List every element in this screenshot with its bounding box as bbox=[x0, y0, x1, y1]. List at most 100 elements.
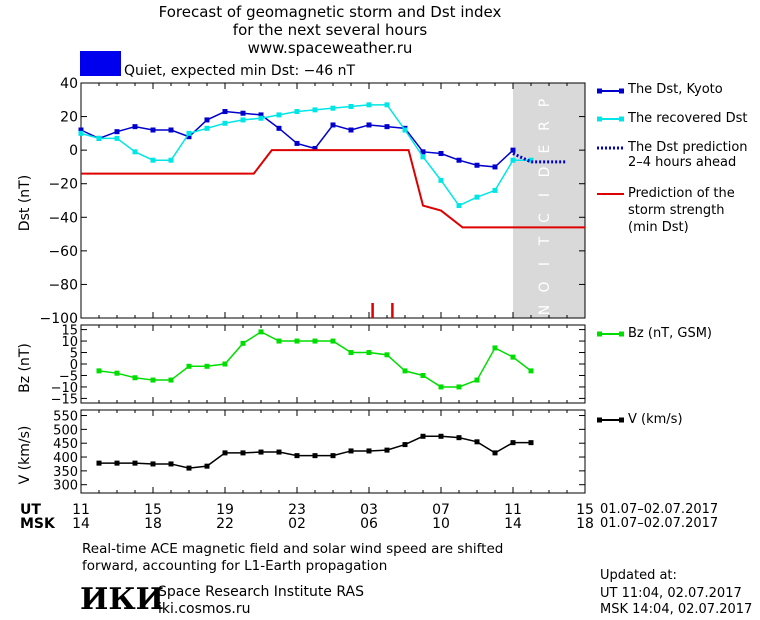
chart-title-line1: Forecast of geomagnetic storm and Dst in… bbox=[158, 3, 502, 21]
series-line bbox=[80, 110, 514, 168]
data-point bbox=[348, 104, 354, 109]
legend-marker bbox=[619, 88, 624, 94]
prediction-letter: N bbox=[537, 305, 553, 315]
institute-site[interactable]: iki.cosmos.ru bbox=[158, 601, 251, 617]
prediction-letter: I bbox=[537, 193, 553, 197]
data-point bbox=[420, 149, 426, 155]
data-point bbox=[528, 157, 534, 163]
data-point bbox=[420, 372, 426, 378]
ut-tick-label: 15 bbox=[144, 502, 162, 518]
msk-tick-label: 14 bbox=[504, 516, 522, 532]
msk-tick-label: 18 bbox=[144, 516, 162, 532]
data-point bbox=[438, 384, 444, 390]
updated-label: Updated at: bbox=[600, 568, 677, 583]
y-tick-label: 10 bbox=[61, 335, 78, 350]
data-point bbox=[204, 117, 210, 123]
y-tick-label: −40 bbox=[48, 210, 78, 226]
v-axis-label: V (km/s) bbox=[17, 425, 33, 485]
data-point bbox=[366, 350, 372, 356]
data-point bbox=[132, 460, 138, 466]
data-point bbox=[240, 117, 246, 123]
data-point bbox=[456, 203, 462, 209]
series-line bbox=[80, 104, 531, 207]
data-point bbox=[132, 124, 138, 130]
data-point bbox=[402, 368, 408, 374]
y-tick-label: −15 bbox=[51, 392, 78, 407]
series-line bbox=[512, 152, 567, 164]
data-point bbox=[330, 453, 336, 459]
chart-title-url[interactable]: www.spaceweather.ru bbox=[247, 39, 413, 57]
data-point bbox=[366, 448, 372, 454]
data-point bbox=[294, 453, 300, 459]
dst-axis-label: Dst (nT) bbox=[17, 174, 33, 232]
data-point bbox=[150, 157, 156, 163]
data-point bbox=[384, 352, 390, 358]
data-point bbox=[474, 194, 480, 200]
y-tick-label: 350 bbox=[53, 465, 78, 480]
y-tick-label: −20 bbox=[48, 177, 78, 193]
data-point bbox=[186, 134, 192, 140]
ut-date-range: 01.07–02.07.2017 bbox=[600, 502, 719, 517]
msk-tick-label: 14 bbox=[72, 516, 90, 532]
data-point bbox=[240, 110, 246, 116]
series-line bbox=[99, 435, 531, 469]
legend-marker bbox=[619, 116, 624, 122]
data-point bbox=[528, 368, 534, 374]
data-point bbox=[150, 461, 156, 467]
prediction-letter: R bbox=[537, 121, 553, 131]
panel-frame bbox=[80, 409, 586, 494]
data-point bbox=[276, 125, 282, 131]
prediction-letter: O bbox=[537, 281, 553, 292]
legend-lines bbox=[597, 88, 624, 423]
data-point bbox=[96, 368, 102, 374]
ut-label: UT bbox=[20, 502, 41, 518]
data-point bbox=[474, 439, 480, 445]
prediction-letter: E bbox=[537, 145, 553, 154]
y-tick-label: 550 bbox=[53, 410, 78, 425]
y-tick-label: −100 bbox=[40, 311, 78, 327]
data-point bbox=[330, 105, 336, 111]
data-point bbox=[474, 162, 480, 168]
legend-storm-3: (min Dst) bbox=[628, 220, 689, 235]
data-point bbox=[492, 450, 498, 456]
data-point bbox=[384, 124, 390, 130]
data-point bbox=[168, 157, 174, 163]
y-tick-label: 40 bbox=[60, 76, 78, 92]
data-point bbox=[420, 433, 426, 439]
series-line bbox=[81, 149, 585, 229]
msk-tick-label: 02 bbox=[288, 516, 306, 532]
legend-marker bbox=[597, 331, 602, 337]
data-point bbox=[186, 130, 192, 136]
data-point bbox=[438, 177, 444, 183]
legend-marker bbox=[619, 417, 624, 423]
data-point bbox=[132, 375, 138, 381]
institute-name: Space Research Institute RAS bbox=[158, 584, 364, 600]
data-point bbox=[114, 135, 120, 141]
data-point bbox=[510, 157, 516, 163]
data-point bbox=[366, 122, 372, 128]
y-tick-label: 400 bbox=[53, 451, 78, 466]
data-point bbox=[348, 350, 354, 356]
data-point bbox=[456, 384, 462, 390]
data-point bbox=[438, 433, 444, 439]
legend-marker bbox=[597, 116, 602, 122]
data-point bbox=[510, 354, 516, 360]
data-point bbox=[330, 338, 336, 344]
data-point bbox=[528, 440, 534, 446]
data-point bbox=[132, 149, 138, 155]
data-point bbox=[204, 363, 210, 369]
legend-dst-recovered: The recovered Dst bbox=[628, 111, 748, 126]
panel-frame bbox=[80, 324, 586, 404]
data-point bbox=[276, 338, 282, 344]
legend-bz: Bz (nT, GSM) bbox=[628, 326, 713, 341]
data-point bbox=[366, 102, 372, 108]
ut-tick-label: 11 bbox=[72, 502, 90, 518]
data-point bbox=[168, 461, 174, 467]
data-point bbox=[402, 127, 408, 133]
legend-dst-kyoto: The Dst, Kyoto bbox=[628, 82, 723, 97]
msk-label: MSK bbox=[20, 516, 55, 532]
data-point bbox=[384, 102, 390, 108]
data-point bbox=[312, 145, 318, 151]
msk-tick-label: 10 bbox=[432, 516, 450, 532]
y-tick-label: 15 bbox=[61, 324, 78, 339]
